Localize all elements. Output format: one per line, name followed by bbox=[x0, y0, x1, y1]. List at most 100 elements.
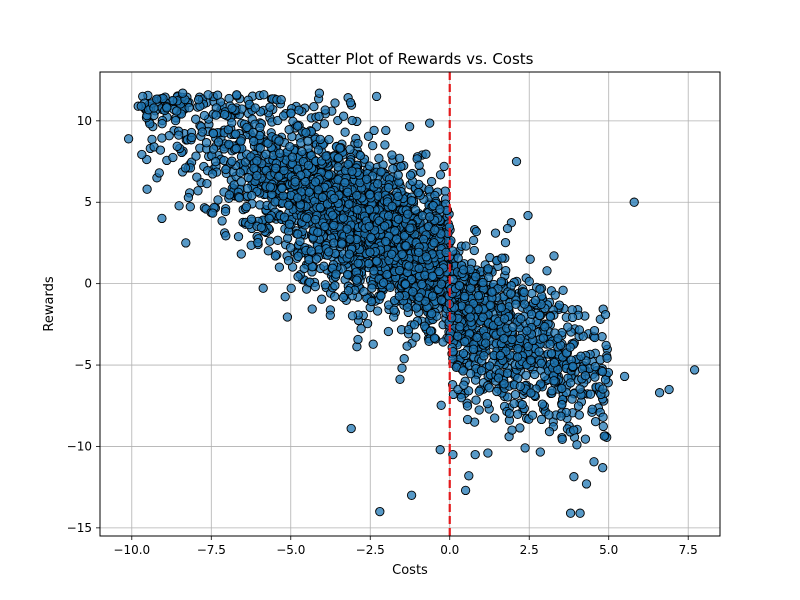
scatter-point bbox=[535, 284, 545, 294]
scatter-point bbox=[219, 109, 230, 120]
scatter-point bbox=[538, 333, 548, 343]
scatter-point bbox=[587, 404, 597, 414]
scatter-point bbox=[142, 184, 152, 194]
scatter-point bbox=[453, 331, 463, 341]
scatter-point bbox=[421, 252, 431, 262]
scatter-point bbox=[481, 338, 491, 348]
scatter-point bbox=[530, 369, 540, 380]
scatter-point bbox=[317, 192, 328, 203]
scatter-point bbox=[381, 125, 391, 136]
scatter-point bbox=[366, 232, 376, 243]
scatter-point bbox=[507, 334, 517, 345]
scatter-point bbox=[530, 295, 541, 306]
scatter-point bbox=[283, 255, 294, 266]
scatter-point bbox=[406, 490, 417, 500]
scatter-point bbox=[576, 351, 586, 361]
scatter-point bbox=[554, 300, 565, 310]
scatter-point bbox=[329, 238, 339, 248]
scatter-point bbox=[224, 139, 234, 149]
scatter-point bbox=[330, 291, 340, 302]
scatter-point bbox=[319, 119, 330, 129]
scatter-point bbox=[395, 374, 405, 384]
scatter-point bbox=[378, 278, 389, 288]
scatter-point bbox=[333, 162, 343, 172]
scatter-point bbox=[279, 212, 290, 222]
y-tick-label: −10 bbox=[67, 439, 92, 453]
scatter-point bbox=[270, 251, 281, 261]
scatter-point bbox=[344, 199, 354, 209]
scatter-point bbox=[369, 125, 379, 136]
scatter-point bbox=[597, 366, 608, 377]
scatter-point bbox=[310, 214, 321, 225]
scatter-point bbox=[540, 322, 550, 332]
scatter-point bbox=[420, 270, 430, 280]
scatter-point bbox=[549, 358, 560, 368]
scatter-point bbox=[536, 358, 546, 368]
scatter-point bbox=[174, 130, 184, 140]
scatter-point bbox=[468, 344, 479, 354]
scatter-point bbox=[468, 235, 479, 246]
scatter-point bbox=[193, 95, 204, 105]
scatter-point bbox=[193, 186, 203, 196]
scatter-point bbox=[383, 211, 394, 221]
scatter-point bbox=[420, 321, 430, 331]
scatter-point bbox=[501, 265, 511, 276]
scatter-point bbox=[328, 210, 338, 220]
scatter-point bbox=[515, 381, 525, 392]
scatter-point bbox=[362, 318, 373, 329]
scatter-point bbox=[575, 384, 585, 394]
scatter-point bbox=[510, 389, 521, 400]
scatter-point bbox=[425, 326, 436, 336]
scatter-point bbox=[399, 231, 410, 241]
scatter-point bbox=[458, 348, 469, 359]
scatter-point bbox=[553, 333, 563, 343]
scatter-point bbox=[414, 263, 424, 274]
scatter-point bbox=[152, 94, 162, 104]
scatter-point bbox=[253, 237, 263, 248]
scatter-point bbox=[394, 291, 404, 301]
y-tick-label: 5 bbox=[84, 195, 92, 209]
scatter-point bbox=[460, 291, 470, 302]
scatter-point bbox=[511, 156, 522, 167]
scatter-point bbox=[279, 165, 289, 176]
scatter-point bbox=[574, 410, 584, 420]
scatter-point bbox=[520, 443, 530, 453]
scatter-point bbox=[221, 164, 231, 175]
scatter-point bbox=[436, 279, 446, 289]
scatter-point bbox=[410, 205, 421, 215]
scatter-point bbox=[598, 421, 608, 432]
scatter-point bbox=[330, 280, 340, 291]
scatter-point bbox=[455, 322, 465, 332]
scatter-point bbox=[309, 101, 319, 112]
scatter-point bbox=[557, 383, 567, 394]
scatter-point bbox=[287, 262, 298, 272]
scatter-point bbox=[337, 239, 347, 249]
scatter-point bbox=[340, 127, 350, 137]
scatter-point bbox=[598, 384, 608, 394]
scatter-point bbox=[565, 342, 575, 352]
scatter-point bbox=[504, 408, 515, 419]
scatter-point bbox=[547, 386, 557, 396]
scatter-point bbox=[210, 156, 221, 167]
scatter-point bbox=[404, 121, 415, 132]
scatter-point bbox=[319, 261, 329, 271]
scatter-point bbox=[314, 88, 325, 98]
scatter-point bbox=[567, 394, 577, 404]
x-tick-label: −7.5 bbox=[197, 543, 226, 557]
y-axis-ticks: −15 −10 −5 0 5 10 bbox=[67, 114, 100, 535]
scatter-point bbox=[580, 434, 591, 444]
scatter-point bbox=[347, 311, 358, 321]
scatter-point bbox=[478, 312, 488, 322]
scatter-point bbox=[330, 98, 340, 108]
scatter-point bbox=[581, 479, 592, 489]
scatter-point bbox=[220, 206, 231, 217]
scatter-point bbox=[385, 282, 395, 292]
scatter-point bbox=[490, 228, 501, 238]
scatter-point bbox=[315, 134, 325, 145]
scatter-point bbox=[248, 127, 258, 138]
scatter-point bbox=[429, 238, 439, 248]
scatter-point bbox=[212, 90, 223, 100]
scatter-point bbox=[519, 299, 530, 309]
x-axis-ticks: −10.0 −7.5 −5.0 −2.5 0.0 2.5 5.0 7.5 bbox=[113, 536, 698, 557]
scatter-point bbox=[401, 241, 411, 251]
